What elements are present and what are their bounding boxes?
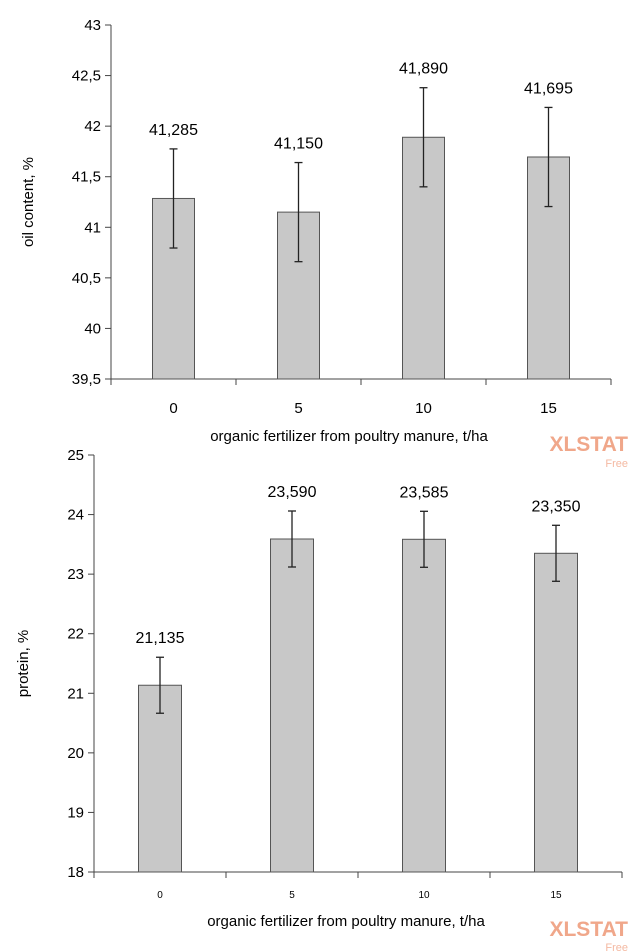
y-tick-label: 19 bbox=[67, 804, 84, 821]
data-label: 41,695 bbox=[524, 80, 573, 97]
x-tick-label: 15 bbox=[550, 890, 562, 901]
data-label: 41,285 bbox=[149, 122, 198, 139]
y-tick-label: 24 bbox=[67, 507, 84, 524]
y-tick-label: 20 bbox=[67, 745, 84, 762]
data-label: 23,585 bbox=[400, 484, 449, 501]
xlstat-watermark: XLSTAT bbox=[549, 918, 628, 941]
x-tick-label: 15 bbox=[540, 400, 557, 417]
data-label: 23,590 bbox=[268, 484, 317, 501]
y-tick-label: 18 bbox=[67, 864, 84, 881]
data-label: 41,150 bbox=[274, 136, 323, 153]
y-tick-label: 42,5 bbox=[72, 68, 101, 85]
protein-chart: 18 19 20 21 22 23 24 25 21,135 0 23,590 5 23,585 10 23… bbox=[15, 447, 628, 952]
y-axis-title: protein, % bbox=[15, 630, 32, 698]
y-tick-label: 22 bbox=[67, 626, 84, 643]
y-tick-label: 40,5 bbox=[72, 270, 101, 287]
x-axis-title: organic fertilizer from poultry manure, … bbox=[210, 428, 488, 445]
x-tick-label: 0 bbox=[169, 400, 177, 417]
oil-content-chart: 39,5 40 40,5 41 41,5 42 42,5 43 41,285 0 41,150 5 41… bbox=[20, 17, 628, 470]
y-tick-label: 21 bbox=[67, 685, 84, 702]
bar bbox=[534, 552, 578, 873]
data-label: 21,135 bbox=[136, 630, 185, 647]
y-tick-label: 25 bbox=[67, 447, 84, 464]
data-label: 23,350 bbox=[532, 498, 581, 515]
y-tick-label: 40 bbox=[84, 320, 101, 337]
xlstat-watermark: XLSTAT bbox=[549, 433, 628, 456]
bar bbox=[270, 538, 314, 873]
y-tick-label: 39,5 bbox=[72, 371, 101, 388]
y-tick-label: 41 bbox=[84, 219, 101, 236]
x-axis-title: organic fertilizer from poultry manure, … bbox=[207, 913, 485, 930]
bar bbox=[138, 684, 182, 873]
x-tick-label: 10 bbox=[418, 890, 430, 901]
y-axis-title: oil content, % bbox=[20, 157, 37, 247]
x-tick-label: 0 bbox=[157, 890, 163, 901]
y-tick-label: 41,5 bbox=[72, 169, 101, 186]
xlstat-watermark-sub: Free bbox=[605, 942, 628, 952]
x-tick-label: 5 bbox=[289, 890, 295, 901]
y-tick-label: 42 bbox=[84, 118, 101, 135]
bar bbox=[402, 538, 446, 873]
x-tick-label: 10 bbox=[415, 400, 432, 417]
x-tick-label: 5 bbox=[294, 400, 302, 417]
y-tick-label: 23 bbox=[67, 566, 84, 583]
xlstat-watermark-sub: Free bbox=[605, 458, 628, 470]
y-tick-label: 43 bbox=[84, 17, 101, 34]
data-label: 41,890 bbox=[399, 61, 448, 78]
